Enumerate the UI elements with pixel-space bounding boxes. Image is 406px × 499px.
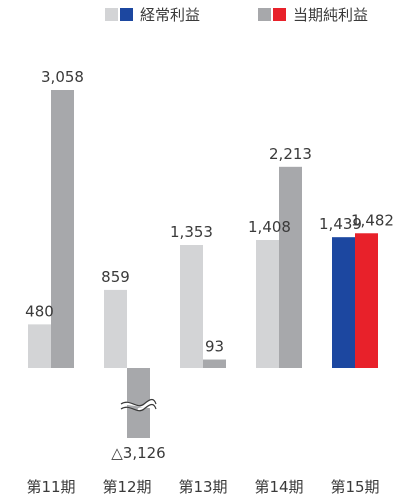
bar-1-3: [180, 245, 203, 368]
axis-break-gap: [121, 399, 156, 411]
bars-layer: [28, 90, 378, 438]
value-label-2-1: 3,058: [41, 68, 84, 86]
value-label-1-3: 1,353: [170, 223, 213, 241]
bar-2-4: [279, 166, 302, 368]
value-label-2-5: 1,482: [351, 211, 394, 229]
bar-1-4: [256, 240, 279, 368]
category-label-5: 第15期: [330, 478, 379, 496]
bar-1-1: [28, 324, 51, 368]
value-label-1-5: 1,439: [319, 215, 362, 233]
value-label-2-2: △3,126: [111, 444, 165, 462]
bar-1-2: [104, 289, 127, 368]
value-label-2-4: 2,213: [269, 145, 312, 163]
legend-label-1: 経常利益: [140, 6, 200, 24]
bar-2-5: [355, 233, 378, 368]
legend-label-2: 当期純利益: [293, 6, 368, 24]
legend-swatch-2-highlight: [273, 8, 286, 21]
value-label-1-2: 859: [101, 268, 130, 286]
category-labels-layer: 第11期 第12期 第13期 第14期 第15期: [26, 478, 379, 496]
value-labels-layer: 480 3,058 859 △3,126 1,353 93 1,408 2,213 1,4391…: [25, 68, 394, 462]
legend-swatch-1-default: [105, 8, 118, 21]
axis-break-line-top: [120, 398, 157, 407]
bar-2-2: [127, 368, 150, 438]
bar-2-3: [203, 359, 226, 368]
bar-2-1: [51, 90, 74, 368]
category-label-2: 第12期: [102, 478, 151, 496]
value-label-1-1: 480: [25, 302, 54, 320]
value-label-1-4: 1,408: [248, 218, 291, 236]
category-label-4: 第14期: [254, 478, 303, 496]
legend: 経常利益 当期純利益: [105, 6, 368, 24]
legend-swatch-1-highlight: [120, 8, 133, 21]
axis-break-line-bottom: [120, 403, 157, 412]
category-label-1: 第11期: [26, 478, 75, 496]
value-label-2-3: 93: [205, 338, 224, 356]
legend-swatch-2-default: [258, 8, 271, 21]
bar-1-5: [332, 237, 355, 368]
category-label-3: 第13期: [178, 478, 227, 496]
